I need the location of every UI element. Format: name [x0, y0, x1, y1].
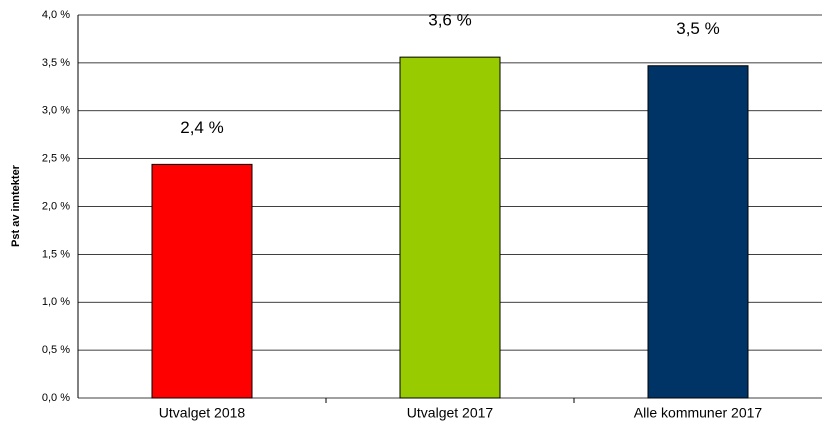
x-tick-label: Utvalget 2017	[407, 405, 494, 421]
y-tick-label: 2,0 %	[42, 200, 70, 212]
x-tick-label: Alle kommuner 2017	[634, 405, 763, 421]
y-tick-label: 3,5 %	[42, 57, 70, 69]
value-label: 3,5 %	[676, 19, 719, 38]
y-tick-label: 1,0 %	[42, 296, 70, 308]
value-label: 3,6 %	[428, 11, 471, 30]
y-tick-label: 0,5 %	[42, 344, 70, 356]
y-tick-label: 1,5 %	[42, 248, 70, 260]
value-label: 2,4 %	[180, 118, 223, 137]
bar	[399, 56, 501, 399]
bar	[151, 163, 253, 399]
bar	[647, 65, 749, 399]
y-axis-label: Pst av inntekter	[10, 164, 22, 247]
x-tick-label: Utvalget 2018	[159, 405, 246, 421]
y-tick-label: 0,0 %	[42, 392, 70, 404]
y-tick-label: 2,5 %	[42, 153, 70, 165]
y-tick-label: 4,0 %	[42, 9, 70, 21]
y-tick-label: 3,0 %	[42, 105, 70, 117]
